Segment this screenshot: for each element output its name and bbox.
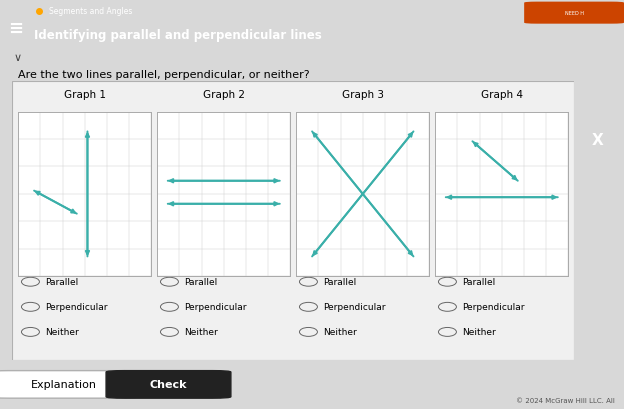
Text: Explanation: Explanation — [31, 380, 97, 389]
Text: Check: Check — [150, 380, 187, 389]
Text: Neither: Neither — [184, 328, 218, 337]
FancyBboxPatch shape — [18, 112, 152, 276]
Text: Graph 4: Graph 4 — [480, 90, 523, 100]
Text: Parallel: Parallel — [184, 278, 217, 287]
Text: Perpendicular: Perpendicular — [462, 303, 525, 312]
Text: Identifying parallel and perpendicular lines: Identifying parallel and perpendicular l… — [34, 29, 322, 42]
Text: Parallel: Parallel — [45, 278, 78, 287]
Text: Parallel: Parallel — [323, 278, 356, 287]
Text: Neither: Neither — [323, 328, 357, 337]
Text: Graph 2: Graph 2 — [203, 90, 245, 100]
FancyBboxPatch shape — [524, 2, 624, 25]
Text: X: X — [592, 133, 603, 148]
Text: Graph 1: Graph 1 — [64, 90, 106, 100]
Text: Neither: Neither — [45, 328, 79, 337]
FancyBboxPatch shape — [12, 82, 574, 360]
Text: Are the two lines parallel, perpendicular, or neither?: Are the two lines parallel, perpendicula… — [17, 70, 310, 79]
Text: Segments and Angles: Segments and Angles — [49, 7, 132, 16]
Text: Neither: Neither — [462, 328, 496, 337]
Text: Perpendicular: Perpendicular — [45, 303, 107, 312]
Text: Graph 3: Graph 3 — [342, 90, 384, 100]
FancyBboxPatch shape — [435, 112, 568, 276]
Text: Perpendicular: Perpendicular — [184, 303, 246, 312]
Text: Perpendicular: Perpendicular — [323, 303, 386, 312]
FancyBboxPatch shape — [296, 112, 429, 276]
FancyBboxPatch shape — [106, 371, 231, 398]
Text: ∨: ∨ — [14, 53, 22, 63]
Text: ≡: ≡ — [8, 20, 23, 38]
Text: Parallel: Parallel — [462, 278, 495, 287]
FancyBboxPatch shape — [157, 112, 291, 276]
Text: NEED H: NEED H — [565, 11, 583, 16]
FancyBboxPatch shape — [0, 371, 137, 398]
Text: © 2024 McGraw Hill LLC. All: © 2024 McGraw Hill LLC. All — [516, 397, 615, 403]
